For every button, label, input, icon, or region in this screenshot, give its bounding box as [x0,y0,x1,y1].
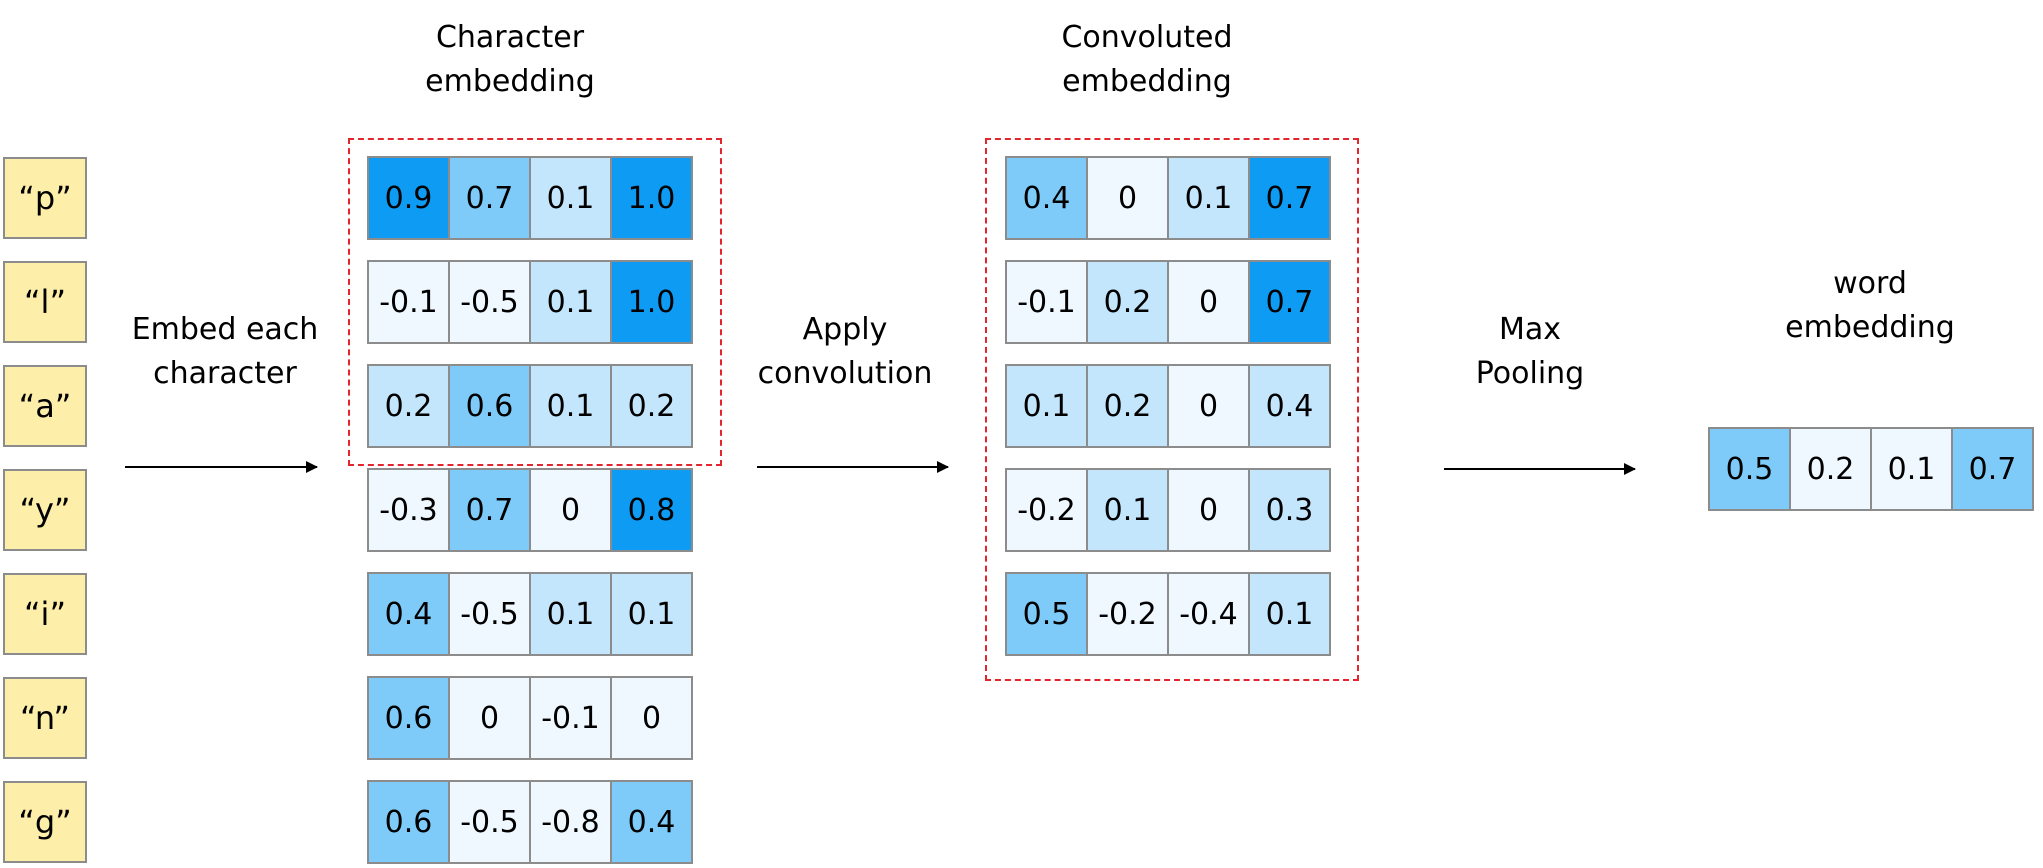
convoluted-embedding-row: -0.2 0.1 0 0.3 [1005,468,1331,552]
convoluted-embedding-row: -0.1 0.2 0 0.7 [1005,260,1331,344]
convoluted-embedding-title: Convoluted embedding [1061,20,1233,99]
embedding-cell: 0 [1167,468,1250,552]
embedding-cell: 0.4 [367,572,450,656]
character-embedding-row: 0.6 -0.5 -0.8 0.4 [367,780,693,864]
embedding-cell: 0.1 [610,572,693,656]
embedding-cell: 0 [448,676,531,760]
embedding-cell: 0.2 [610,364,693,448]
character-box: “y” [3,469,87,551]
embedding-cell: 0.6 [367,676,450,760]
embedding-cell: 0.3 [1248,468,1331,552]
embedding-cell: -0.3 [367,468,450,552]
embedding-cell: 0.1 [1086,468,1169,552]
embedding-cell: -0.5 [448,780,531,864]
embedding-cell: -0.5 [448,260,531,344]
convoluted-embedding-row: 0.5 -0.2 -0.4 0.1 [1005,572,1331,656]
convolution-window-box [348,138,722,466]
embedding-cell: -0.8 [529,780,612,864]
embedding-cell: -0.2 [1086,572,1169,656]
embedding-cell: -0.5 [448,572,531,656]
embed-each-label: Embed each character [131,312,319,391]
embedding-cell: 0.7 [448,156,531,240]
embedding-cell: 0 [1167,260,1250,344]
word-embedding-title: word embedding [1785,266,1955,345]
embedding-cell: 0.7 [1248,156,1331,240]
max-pooling-label: Max Pooling [1475,312,1585,391]
character-box: “g” [3,781,87,863]
character-embedding-row: 0.4 -0.5 0.1 0.1 [367,572,693,656]
character-box: “i” [3,573,87,655]
embedding-cell: 1.0 [610,260,693,344]
embedding-cell: 0 [529,468,612,552]
embedding-cell: -0.2 [1005,468,1088,552]
embedding-cell: 0.7 [1951,427,2034,511]
embedding-cell: -0.4 [1167,572,1250,656]
embedding-cell: 0.4 [610,780,693,864]
embedding-cell: -0.1 [529,676,612,760]
character-embedding-row: -0.3 0.7 0 0.8 [367,468,693,552]
embedding-cell: -0.1 [1005,260,1088,344]
embedding-cell: 0.1 [1167,156,1250,240]
embedding-cell: 0.1 [529,572,612,656]
embedding-cell: 0 [610,676,693,760]
character-embedding-row: 0.2 0.6 0.1 0.2 [367,364,693,448]
embedding-cell: 1.0 [610,156,693,240]
embedding-cell: 0.4 [1005,156,1088,240]
character-embedding-row: 0.6 0 -0.1 0 [367,676,693,760]
embedding-cell: 0.2 [1086,364,1169,448]
character-box: “l” [3,261,87,343]
character-box: “a” [3,365,87,447]
embedding-cell: 0.1 [529,364,612,448]
character-embedding-row: -0.1 -0.5 0.1 1.0 [367,260,693,344]
embedding-cell: 0 [1167,364,1250,448]
embedding-cell: 0.8 [610,468,693,552]
embedding-cell: 0.7 [1248,260,1331,344]
embedding-cell: 0.6 [367,780,450,864]
character-embedding-row: 0.9 0.7 0.1 1.0 [367,156,693,240]
embedding-cell: 0.1 [1248,572,1331,656]
embedding-cell: 0.5 [1708,427,1791,511]
embedding-cell: 0.4 [1248,364,1331,448]
apply-convolution-label: Apply convolution [757,312,933,391]
embedding-cell: 0.9 [367,156,450,240]
convoluted-embedding-row: 0.1 0.2 0 0.4 [1005,364,1331,448]
embedding-cell: 0.2 [1789,427,1872,511]
pooling-window-box [985,138,1359,681]
character-embedding-title: Character embedding [425,20,595,99]
character-box: “p” [3,157,87,239]
word-embedding-cells: 0.5 0.2 0.1 0.7 [1708,427,2034,511]
convoluted-embedding-row: 0.4 0 0.1 0.7 [1005,156,1331,240]
embedding-cell: 0 [1086,156,1169,240]
embedding-cell: 0.6 [448,364,531,448]
embedding-cell: 0.7 [448,468,531,552]
character-box: “n” [3,677,87,759]
embedding-cell: 0.1 [1870,427,1953,511]
